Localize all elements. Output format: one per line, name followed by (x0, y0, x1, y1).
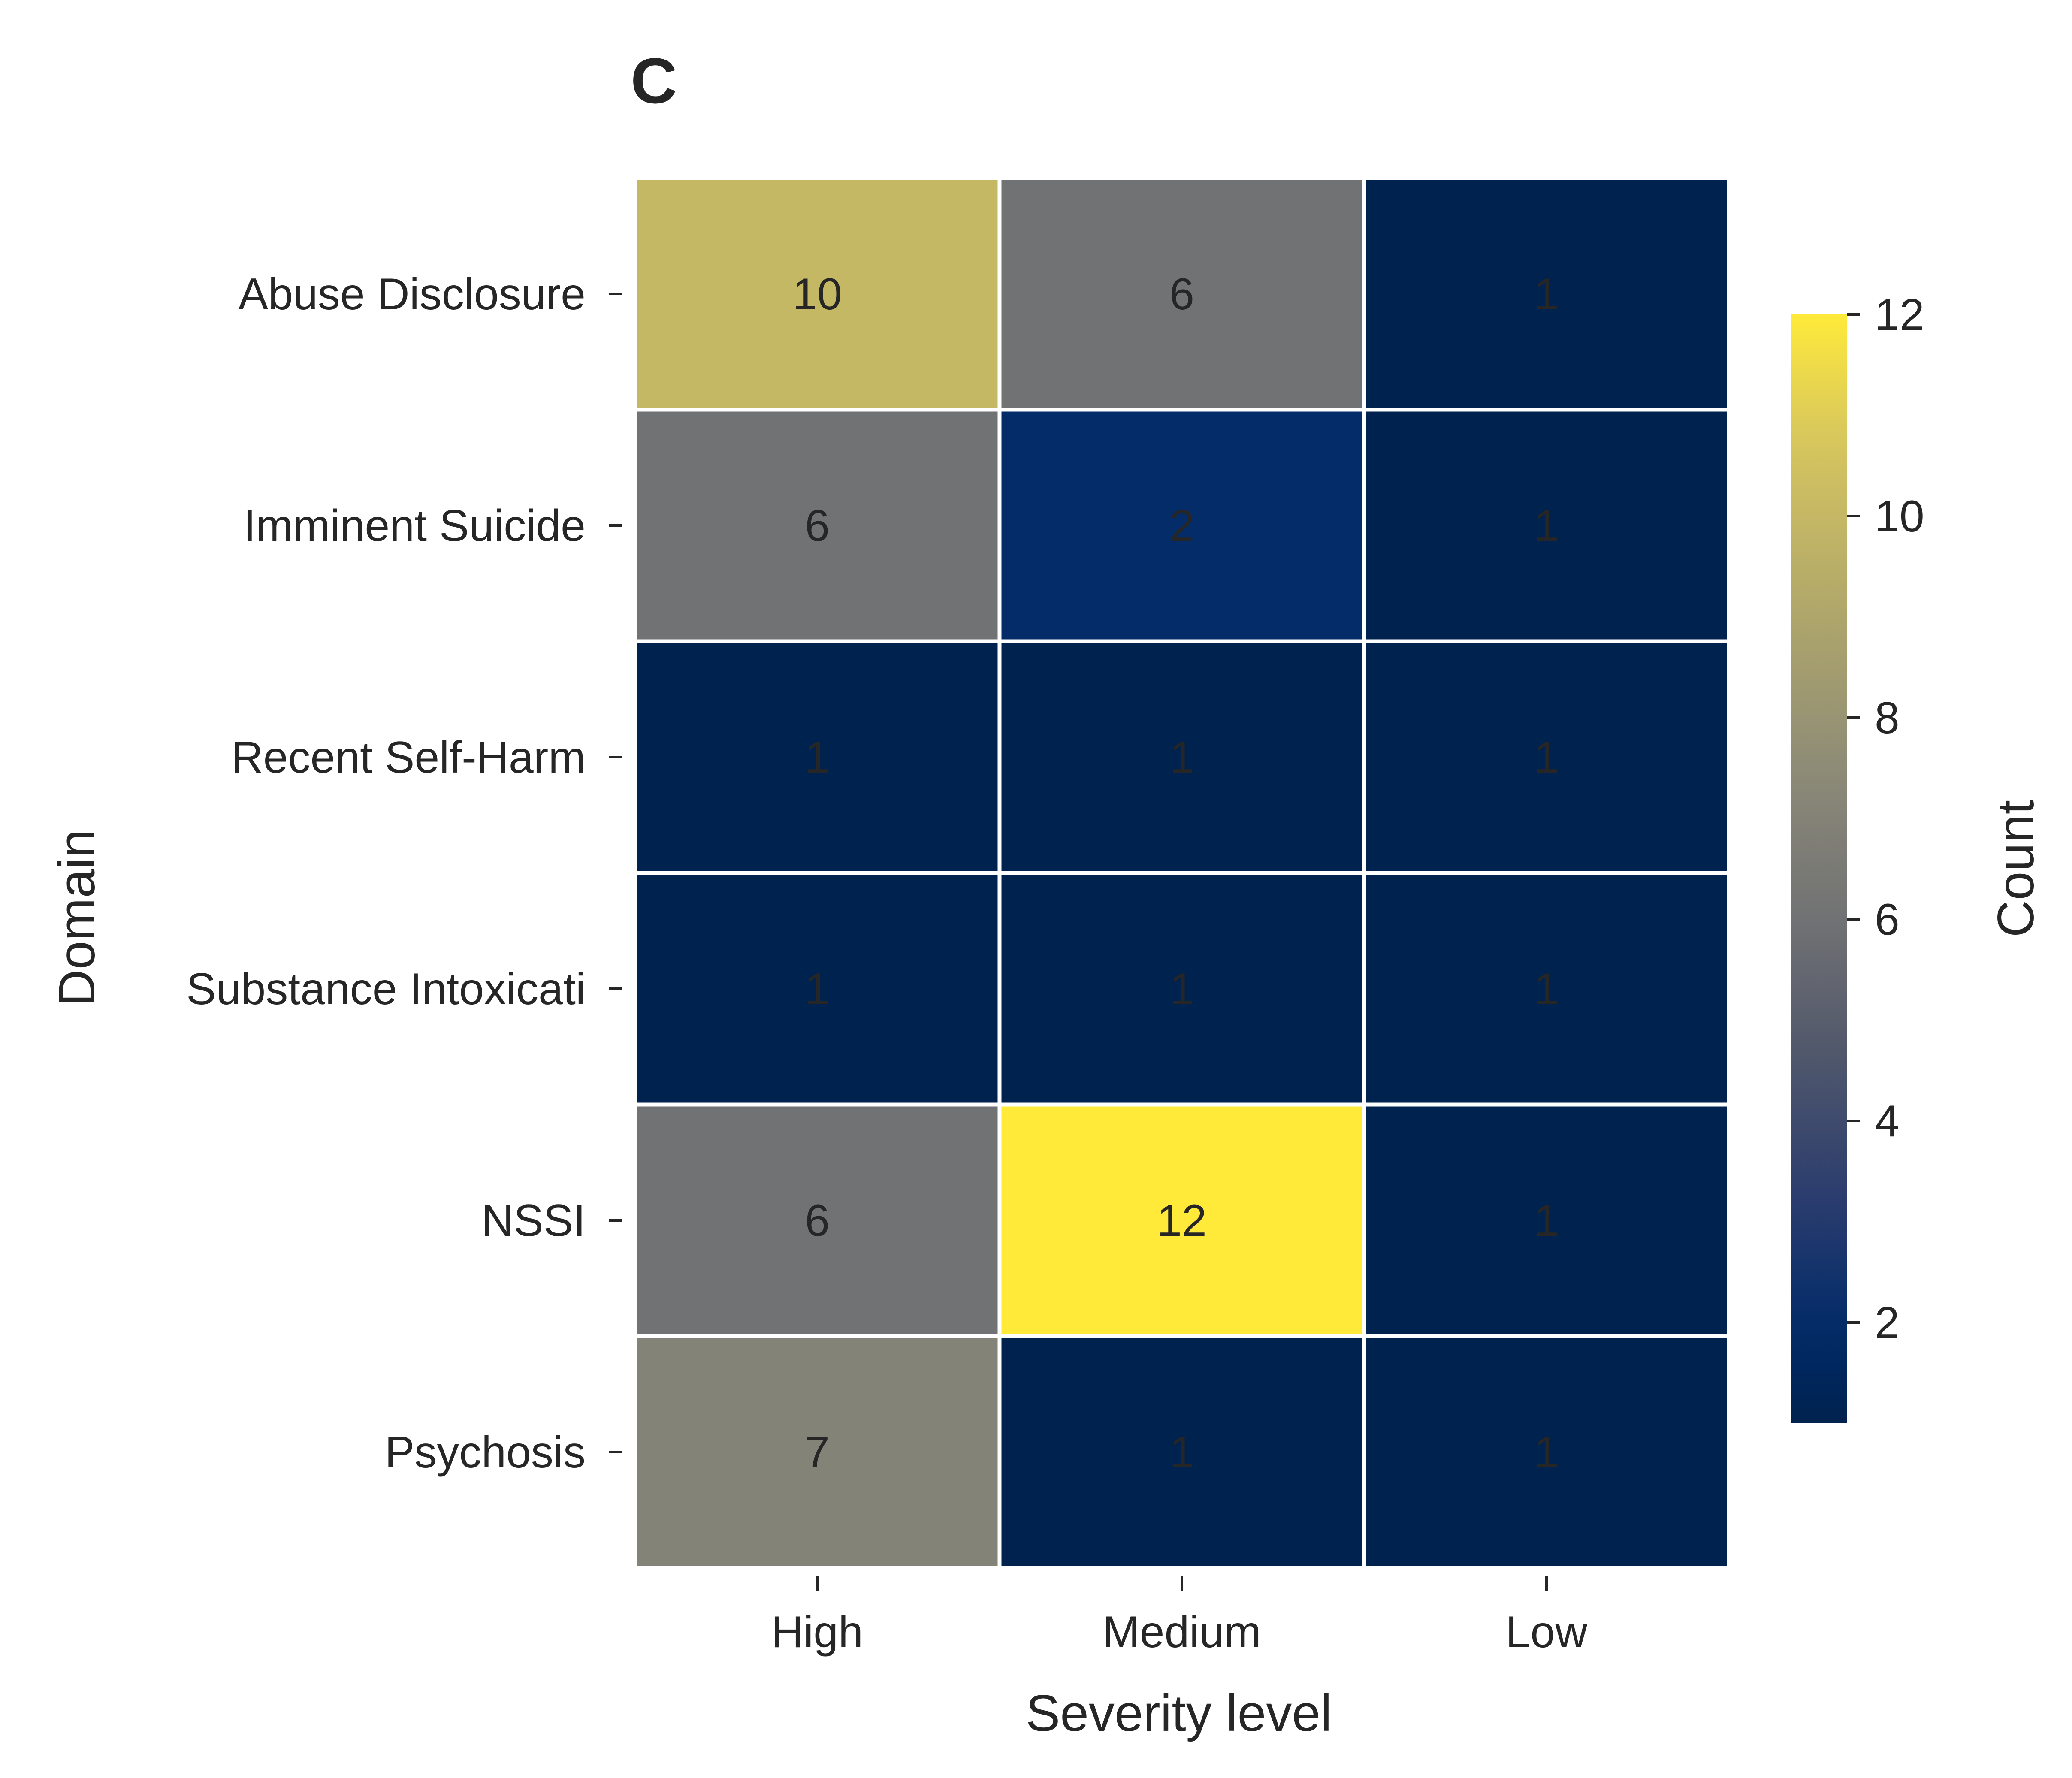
heatmap-cell (1362, 408, 1731, 643)
y-tick-label: Psychosis (385, 1428, 586, 1477)
cell-value-label: 10 (792, 269, 842, 319)
colorbar-tick-label: 2 (1875, 1298, 1900, 1348)
cell-value-label: 6 (805, 1196, 830, 1246)
heatmap-cell (1362, 176, 1731, 412)
colorbar-tick-label: 10 (1875, 492, 1924, 541)
panel-label: C (631, 45, 677, 117)
y-axis: Abuse Disclosure Imminent Suicide Recent S… (186, 269, 622, 1477)
cell-value-label: 12 (1157, 1196, 1207, 1246)
colorbar-label: Count (1987, 800, 2045, 937)
x-tick-label: Low (1506, 1607, 1588, 1657)
x-axis-label: Severity level (1026, 1684, 1332, 1742)
heatmap-cell (997, 176, 1366, 412)
cell-value-label: 2 (1169, 501, 1194, 551)
cell-value-label: 1 (805, 964, 830, 1014)
x-axis: High Medium Low (771, 1576, 1588, 1657)
heatmap-cells (633, 176, 1731, 1570)
colorbar-ticks: 2 4 6 8 10 12 (1847, 290, 1924, 1348)
heatmap-cell (997, 639, 1366, 875)
heatmap-cell (997, 408, 1366, 643)
colorbar-tick-label: 8 (1875, 693, 1900, 743)
x-tick-label: Medium (1102, 1607, 1261, 1657)
y-tick-label: Substance Intoxicati (186, 964, 586, 1014)
y-tick-label: NSSI (481, 1196, 586, 1246)
cell-value-label: 1 (1169, 733, 1194, 782)
heatmap-cell (633, 1102, 1002, 1338)
cell-value-label: 1 (805, 733, 830, 782)
cell-annotations: 10 6 1 6 2 1 1 1 1 1 1 1 6 12 1 7 1 1 (792, 269, 1559, 1477)
heatmap-cell (633, 871, 1002, 1107)
y-tick-label: Abuse Disclosure (239, 269, 586, 319)
colorbar-tick-label: 12 (1875, 290, 1924, 340)
cell-value-label: 1 (1534, 269, 1559, 319)
y-axis-label: Domain (48, 829, 106, 1007)
cell-value-label: 1 (1534, 733, 1559, 782)
heatmap-cell (1362, 871, 1731, 1107)
heatmap-cell (633, 176, 1002, 412)
colorbar-tick-label: 6 (1875, 895, 1900, 945)
y-tick-label: Imminent Suicide (243, 501, 586, 551)
heatmap-cell (997, 1334, 1366, 1570)
heatmap-cell (633, 1334, 1002, 1570)
heatmap-cell (1362, 1334, 1731, 1570)
colorbar (1791, 314, 1847, 1423)
heatmap-cell (1362, 1102, 1731, 1338)
heatmap-cell (997, 1102, 1366, 1338)
cell-value-label: 1 (1534, 1428, 1559, 1477)
cell-value-label: 7 (805, 1428, 830, 1477)
cell-value-label: 6 (1169, 269, 1194, 319)
cell-value-label: 1 (1169, 964, 1194, 1014)
cell-value-label: 1 (1169, 1428, 1194, 1477)
y-tick-label: Recent Self-Harm (231, 733, 586, 782)
cell-value-label: 1 (1534, 1196, 1559, 1246)
x-tick-label: High (771, 1607, 863, 1657)
colorbar-tick-label: 4 (1875, 1096, 1900, 1146)
cell-value-label: 6 (805, 501, 830, 551)
cell-value-label: 1 (1534, 501, 1559, 551)
cell-value-label: 1 (1534, 964, 1559, 1014)
heatmap-cell (633, 408, 1002, 643)
